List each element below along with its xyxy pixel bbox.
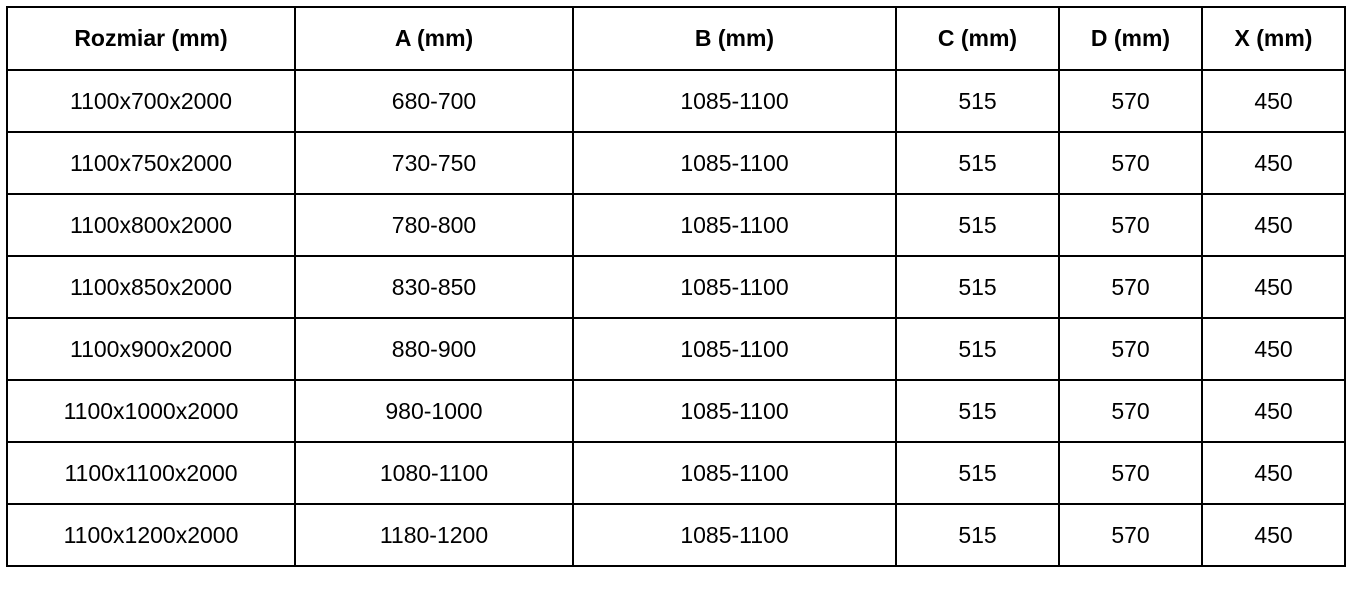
cell-a: 980-1000 <box>294 379 574 443</box>
cell-a: 1080-1100 <box>294 441 574 505</box>
cell-d: 570 <box>1058 193 1203 257</box>
cell-b: 1085-1100 <box>572 131 897 195</box>
header-row: Rozmiar (mm) A (mm) B (mm) C (mm) D (mm) X (m… <box>6 6 1346 71</box>
cell-x: 450 <box>1201 379 1346 443</box>
table-row: 1100x1200x2000 1180-1200 1085-1100 515 570 45… <box>6 503 1346 567</box>
cell-size: 1100x1000x2000 <box>6 379 296 443</box>
column-header-c: C (mm) <box>895 6 1060 71</box>
cell-d: 570 <box>1058 255 1203 319</box>
cell-c: 515 <box>895 193 1060 257</box>
cell-c: 515 <box>895 255 1060 319</box>
cell-a: 1180-1200 <box>294 503 574 567</box>
table-row: 1100x750x2000 730-750 1085-1100 515 570 450 <box>6 131 1346 195</box>
dimensions-table: Rozmiar (mm) A (mm) B (mm) C (mm) D (mm) X (m… <box>6 6 1346 567</box>
cell-size: 1100x1200x2000 <box>6 503 296 567</box>
cell-d: 570 <box>1058 441 1203 505</box>
column-header-x: X (mm) <box>1201 6 1346 71</box>
cell-x: 450 <box>1201 317 1346 381</box>
cell-size: 1100x700x2000 <box>6 69 296 133</box>
cell-b: 1085-1100 <box>572 379 897 443</box>
cell-x: 450 <box>1201 255 1346 319</box>
table-row: 1100x850x2000 830-850 1085-1100 515 570 450 <box>6 255 1346 319</box>
cell-b: 1085-1100 <box>572 255 897 319</box>
cell-a: 680-700 <box>294 69 574 133</box>
column-header-b: B (mm) <box>572 6 897 71</box>
cell-d: 570 <box>1058 317 1203 381</box>
column-header-d: D (mm) <box>1058 6 1203 71</box>
cell-b: 1085-1100 <box>572 193 897 257</box>
cell-d: 570 <box>1058 503 1203 567</box>
table-row: 1100x1100x2000 1080-1100 1085-1100 515 570 45… <box>6 441 1346 505</box>
cell-c: 515 <box>895 317 1060 381</box>
cell-d: 570 <box>1058 131 1203 195</box>
cell-c: 515 <box>895 69 1060 133</box>
cell-c: 515 <box>895 379 1060 443</box>
column-header-size: Rozmiar (mm) <box>6 6 296 71</box>
cell-x: 450 <box>1201 441 1346 505</box>
cell-a: 880-900 <box>294 317 574 381</box>
cell-x: 450 <box>1201 193 1346 257</box>
cell-c: 515 <box>895 131 1060 195</box>
cell-d: 570 <box>1058 69 1203 133</box>
cell-d: 570 <box>1058 379 1203 443</box>
table-row: 1100x900x2000 880-900 1085-1100 515 570 450 <box>6 317 1346 381</box>
table-row: 1100x800x2000 780-800 1085-1100 515 570 450 <box>6 193 1346 257</box>
cell-size: 1100x900x2000 <box>6 317 296 381</box>
cell-a: 830-850 <box>294 255 574 319</box>
cell-a: 780-800 <box>294 193 574 257</box>
cell-b: 1085-1100 <box>572 503 897 567</box>
cell-b: 1085-1100 <box>572 317 897 381</box>
cell-size: 1100x850x2000 <box>6 255 296 319</box>
cell-c: 515 <box>895 503 1060 567</box>
cell-c: 515 <box>895 441 1060 505</box>
cell-x: 450 <box>1201 69 1346 133</box>
table-row: 1100x700x2000 680-700 1085-1100 515 570 450 <box>6 69 1346 133</box>
cell-b: 1085-1100 <box>572 441 897 505</box>
cell-size: 1100x800x2000 <box>6 193 296 257</box>
column-header-a: A (mm) <box>294 6 574 71</box>
table-row: 1100x1000x2000 980-1000 1085-1100 515 570 450 <box>6 379 1346 443</box>
cell-size: 1100x1100x2000 <box>6 441 296 505</box>
cell-a: 730-750 <box>294 131 574 195</box>
cell-x: 450 <box>1201 131 1346 195</box>
cell-b: 1085-1100 <box>572 69 897 133</box>
cell-size: 1100x750x2000 <box>6 131 296 195</box>
cell-x: 450 <box>1201 503 1346 567</box>
